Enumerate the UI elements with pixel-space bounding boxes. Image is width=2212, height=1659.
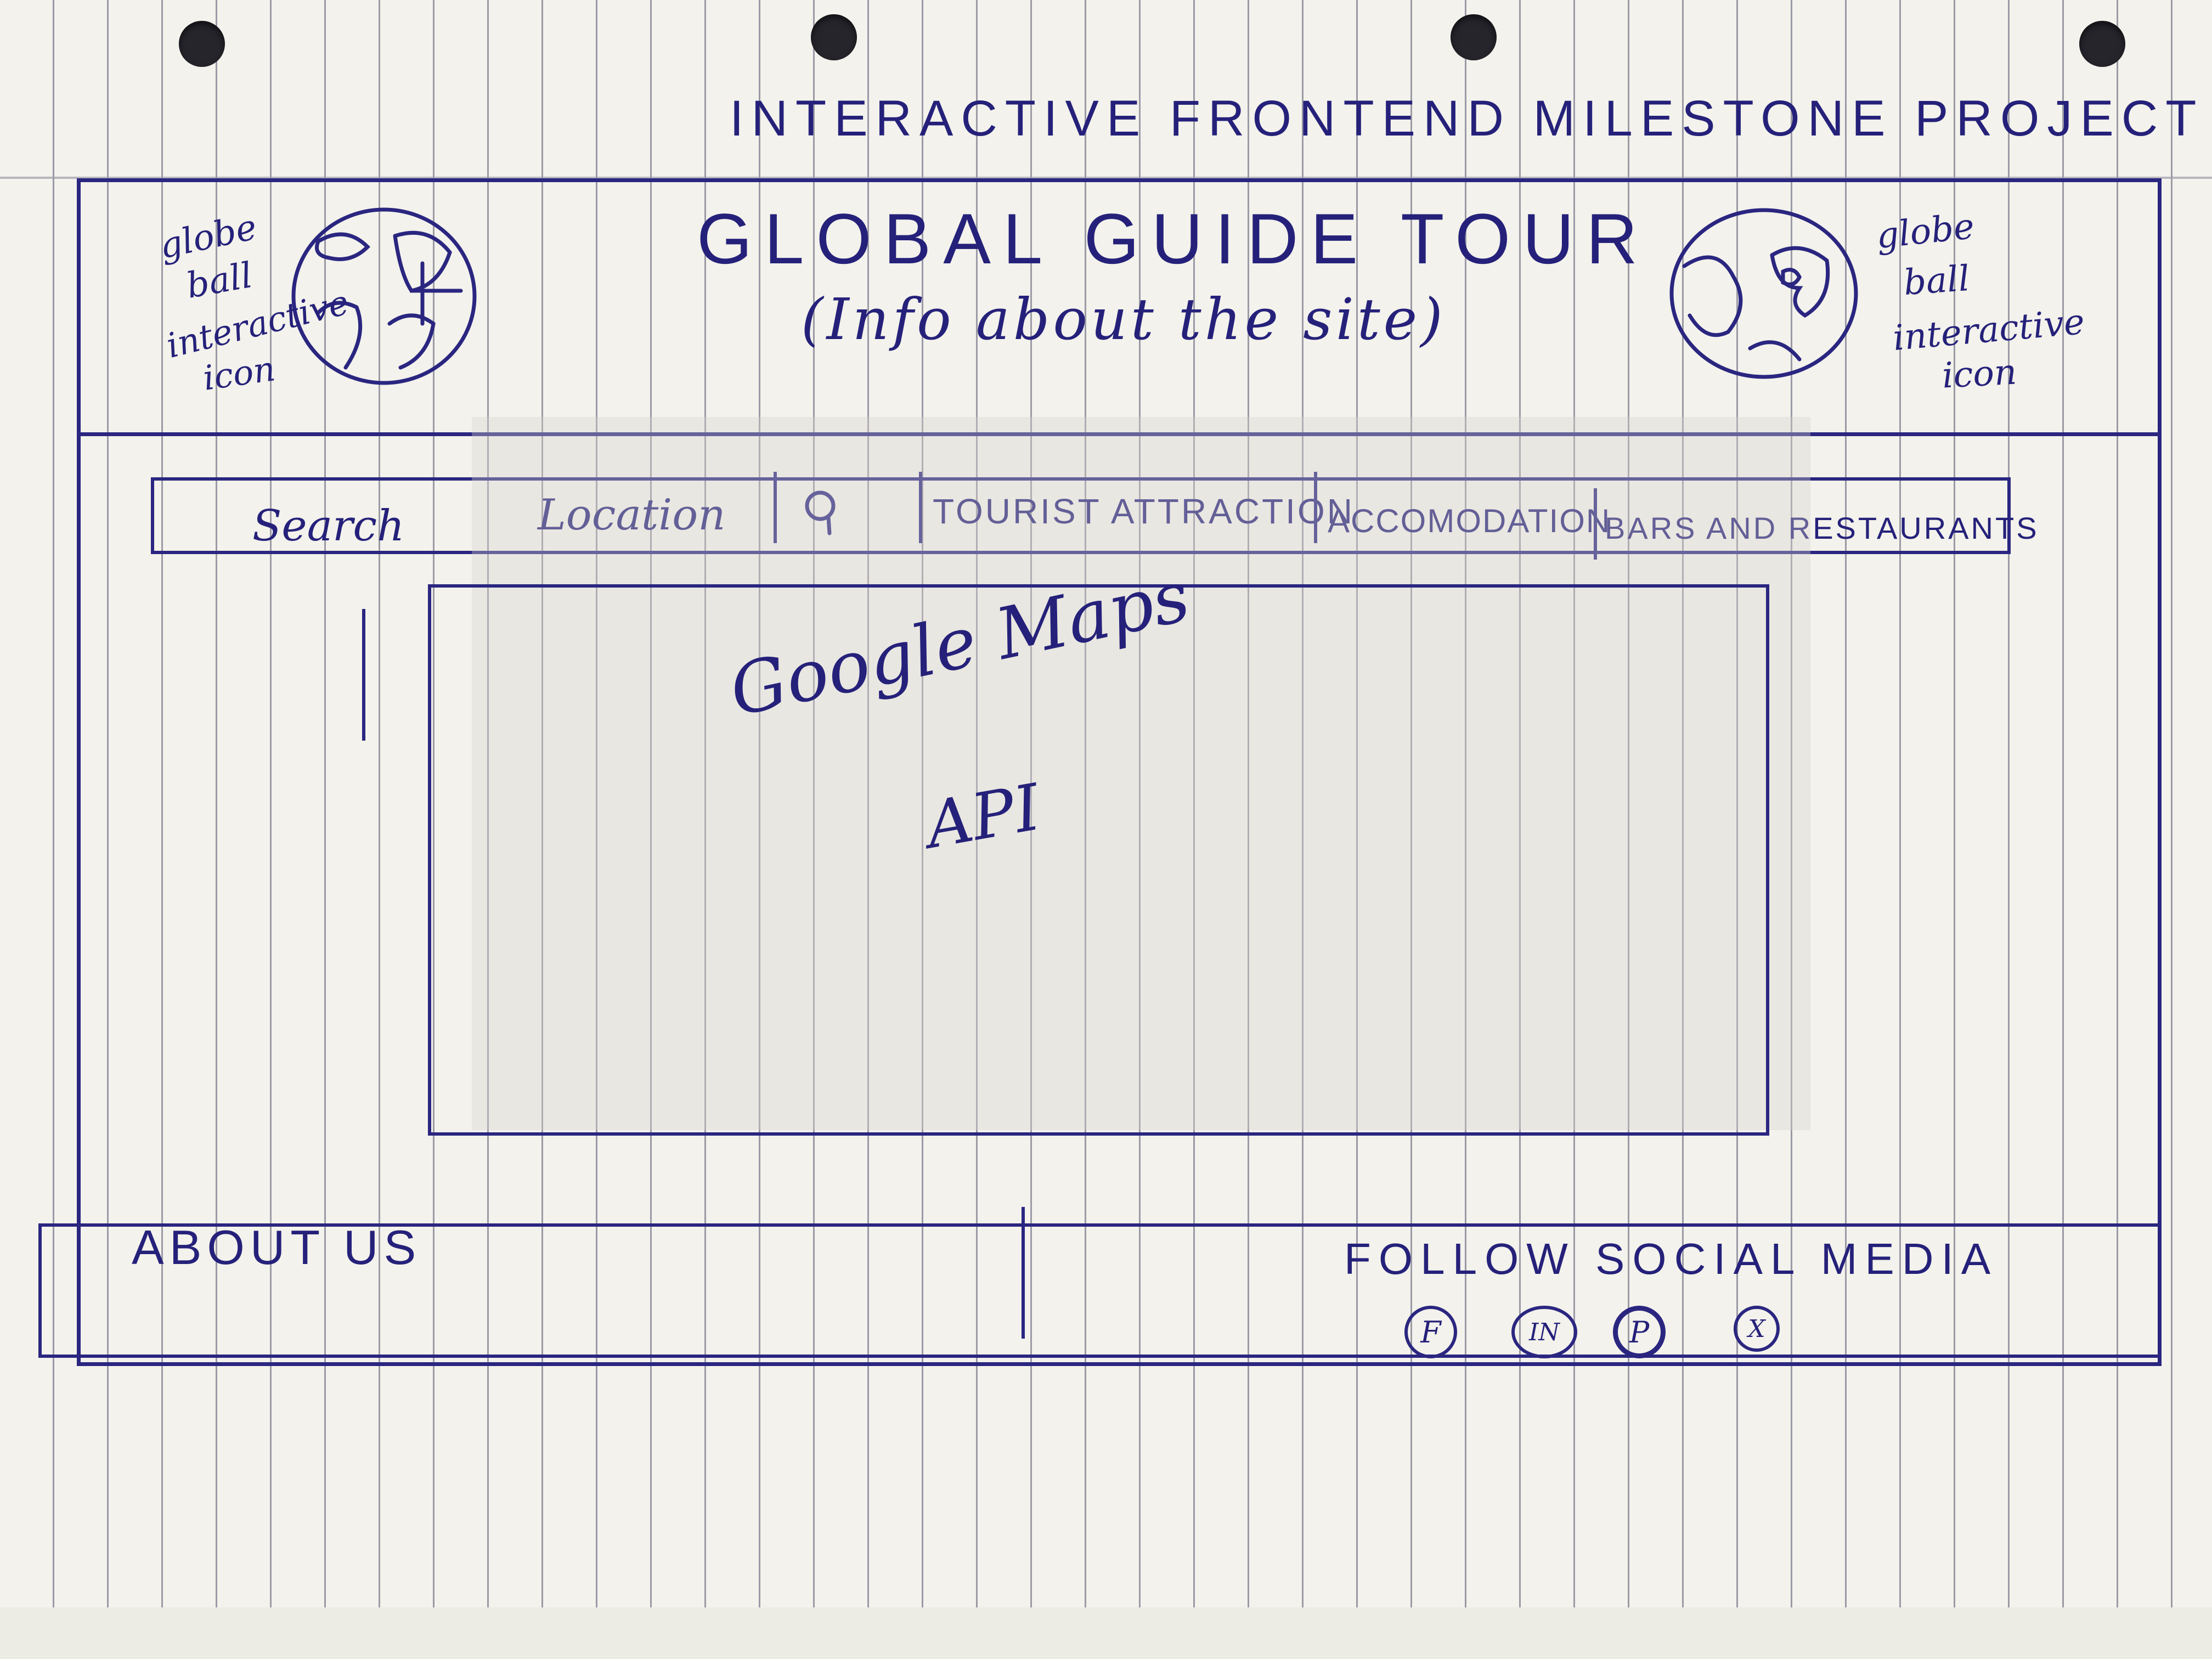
footer-divider	[1022, 1207, 1025, 1339]
punch-hole	[811, 14, 857, 60]
page-title: INTERACTIVE FRONTEND MILESTONE PROJECT	[730, 91, 2204, 146]
magnifier-icon[interactable]	[801, 488, 845, 538]
x-icon[interactable]: X	[1734, 1306, 1780, 1352]
notebook-paper	[0, 0, 2212, 1607]
location-input[interactable]: Location	[538, 490, 726, 540]
globe-icon-left[interactable]	[285, 203, 483, 390]
nav-divider	[919, 472, 922, 543]
nav-bar	[151, 477, 2011, 554]
linkedin-icon[interactable]: IN	[1511, 1306, 1577, 1358]
nav-divider	[1314, 472, 1317, 543]
x-icon-glyph: X	[1748, 1314, 1765, 1343]
site-title: GLOBAL GUIDE TOUR	[697, 199, 1650, 279]
facebook-icon[interactable]: F	[1404, 1306, 1457, 1358]
right-globe-note-line: globe	[1874, 206, 1977, 257]
pinterest-icon[interactable]: P	[1613, 1306, 1666, 1358]
left-globe-note-line: ball	[183, 255, 256, 307]
map-backdrop	[472, 417, 1810, 1130]
facebook-icon-glyph: F	[1420, 1314, 1441, 1350]
sidebar-marker-line	[362, 609, 365, 741]
nav-item-tourist-attraction[interactable]: TOURIST ATTRACTION	[933, 492, 1355, 531]
nav-item-bars-and-restaurants[interactable]: BARS AND RESTAURANTS	[1605, 511, 2039, 545]
punch-hole	[1451, 14, 1497, 60]
footer-section	[38, 1223, 2162, 1358]
right-globe-note-line: icon	[1941, 352, 2018, 397]
wireframe-outer-frame	[77, 178, 2162, 1366]
punch-hole	[2079, 21, 2125, 67]
linkedin-icon-glyph: IN	[1529, 1318, 1560, 1346]
site-subtitle: (Info about the site)	[801, 286, 1446, 353]
nav-divider	[1594, 488, 1597, 560]
punch-hole	[179, 21, 225, 67]
header-section	[77, 178, 2162, 436]
map-container[interactable]	[428, 584, 1769, 1136]
follow-social-media-label: FOLLOW SOCIAL MEDIA	[1344, 1234, 1999, 1283]
about-us-link[interactable]: ABOUT US	[132, 1220, 422, 1274]
globe-icon-right[interactable]	[1668, 206, 1860, 381]
map-api-label: API	[921, 770, 1046, 864]
right-globe-note-line: ball	[1902, 258, 1971, 304]
nav-item-accomodation[interactable]: ACCOMODATION	[1328, 503, 1611, 539]
search-label: Search	[252, 501, 405, 551]
pinterest-icon-glyph: P	[1629, 1314, 1650, 1350]
location-input-divider	[774, 472, 777, 543]
left-globe-note-line: icon	[200, 348, 278, 398]
